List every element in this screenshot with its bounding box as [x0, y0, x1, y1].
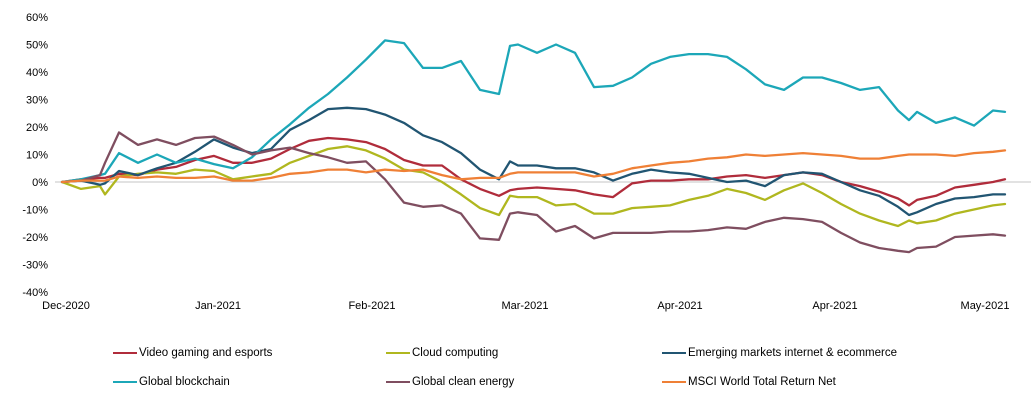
chart-legend: Video gaming and esports Global blockchai…: [0, 346, 1035, 400]
y-axis-tick-label: 50%: [26, 40, 48, 52]
legend-item: Global blockchain: [113, 375, 272, 389]
y-axis-tick-label: 40%: [26, 67, 48, 79]
legend-swatch-icon: [386, 380, 410, 384]
x-axis-tick-label: Apr-2021: [812, 300, 857, 312]
legend-swatch-icon: [113, 351, 137, 355]
y-axis-tick-label: -10%: [22, 205, 48, 217]
legend-item: Emerging markets internet & ecommerce: [662, 346, 897, 360]
x-axis-tick-label: May-2021: [961, 300, 1010, 312]
y-axis-tick-label: 60%: [26, 12, 48, 24]
legend-item: Video gaming and esports: [113, 346, 272, 360]
y-axis-tick-label: 10%: [26, 150, 48, 162]
y-axis-tick-label: -40%: [22, 287, 48, 299]
x-axis-tick-label: Mar-2021: [501, 300, 548, 312]
x-axis-tick-label: Dec-2020: [42, 300, 90, 312]
series-line-global-clean-energy: [60, 131, 1007, 254]
legend-label: Global clean energy: [412, 376, 515, 388]
legend-item: Global clean energy: [386, 375, 514, 389]
returns-line-chart: 60% 50% 40% 30% 20% 10% 0% -10% -20% -30% -40% Dec-…: [22, 12, 1031, 312]
series-line-cloud-computing: [60, 145, 1007, 228]
legend-swatch-icon: [662, 380, 686, 384]
legend-item: Cloud computing: [386, 346, 514, 360]
series-line-msci-world-total-return-net: [60, 149, 1007, 184]
legend-column: Cloud computing Global clean energy: [386, 346, 514, 404]
legend-label: Video gaming and esports: [139, 347, 273, 359]
x-axis-tick-label: Feb-2021: [348, 300, 395, 312]
series-line-emerging-markets-internet-ecommerce: [60, 106, 1007, 217]
legend-swatch-icon: [386, 351, 410, 355]
x-axis-tick-label: Jan-2021: [195, 300, 241, 312]
series-line-global-blockchain: [60, 39, 1007, 184]
y-axis-tick-label: 20%: [26, 122, 48, 134]
legend-label: Cloud computing: [412, 347, 499, 359]
legend-column: Video gaming and esports Global blockchai…: [113, 346, 272, 404]
legend-swatch-icon: [113, 380, 137, 384]
y-axis-tick-label: -20%: [22, 232, 48, 244]
x-axis-tick-label: Apr-2021: [657, 300, 702, 312]
legend-label: Emerging markets internet & ecommerce: [688, 347, 897, 359]
legend-column: Emerging markets internet & ecommerce MSC…: [662, 346, 897, 404]
series-line-video-gaming-and-esports: [60, 136, 1007, 207]
y-axis-tick-label: -30%: [22, 260, 48, 272]
y-axis-tick-label: 0%: [32, 177, 48, 189]
y-axis-tick-label: 30%: [26, 95, 48, 107]
legend-label: MSCI World Total Return Net: [688, 376, 836, 388]
legend-swatch-icon: [662, 351, 686, 355]
chart-canvas: 60% 50% 40% 30% 20% 10% 0% -10% -20% -30% -40%Dec-…: [22, 12, 1031, 312]
legend-label: Global blockchain: [139, 376, 230, 388]
legend-item: MSCI World Total Return Net: [662, 375, 897, 389]
